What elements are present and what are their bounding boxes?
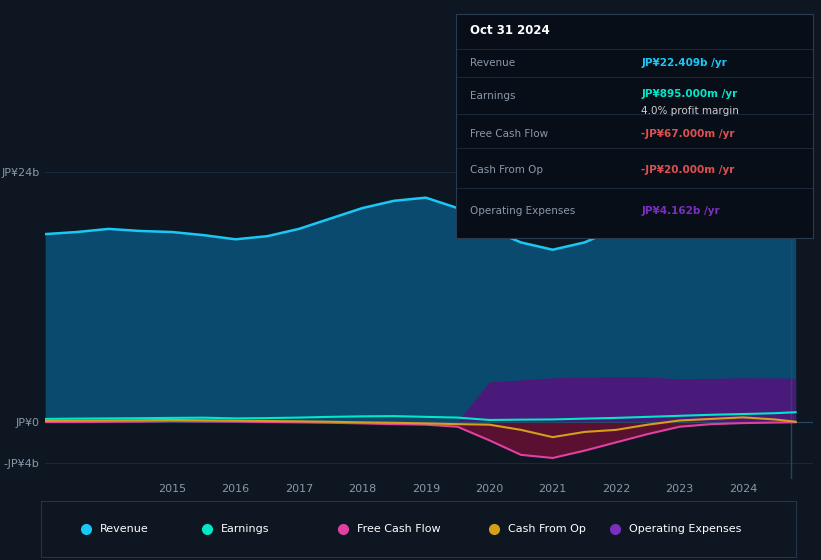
Text: Oct 31 2024: Oct 31 2024 (470, 24, 550, 38)
Text: -JP¥67.000m /yr: -JP¥67.000m /yr (641, 129, 735, 139)
Text: JP¥22.409b /yr: JP¥22.409b /yr (641, 58, 727, 68)
Text: Free Cash Flow: Free Cash Flow (357, 524, 440, 534)
Text: JP¥895.000m /yr: JP¥895.000m /yr (641, 88, 737, 99)
Text: Revenue: Revenue (470, 58, 515, 68)
Text: Operating Expenses: Operating Expenses (629, 524, 741, 534)
Text: Operating Expenses: Operating Expenses (470, 206, 576, 216)
Text: Cash From Op: Cash From Op (508, 524, 585, 534)
Text: Earnings: Earnings (470, 91, 516, 101)
Text: -JP¥20.000m /yr: -JP¥20.000m /yr (641, 165, 735, 175)
Text: Earnings: Earnings (221, 524, 269, 534)
Text: Revenue: Revenue (100, 524, 149, 534)
Text: Cash From Op: Cash From Op (470, 165, 543, 175)
Text: Free Cash Flow: Free Cash Flow (470, 129, 548, 139)
Text: 4.0% profit margin: 4.0% profit margin (641, 106, 739, 116)
Text: JP¥4.162b /yr: JP¥4.162b /yr (641, 206, 720, 216)
